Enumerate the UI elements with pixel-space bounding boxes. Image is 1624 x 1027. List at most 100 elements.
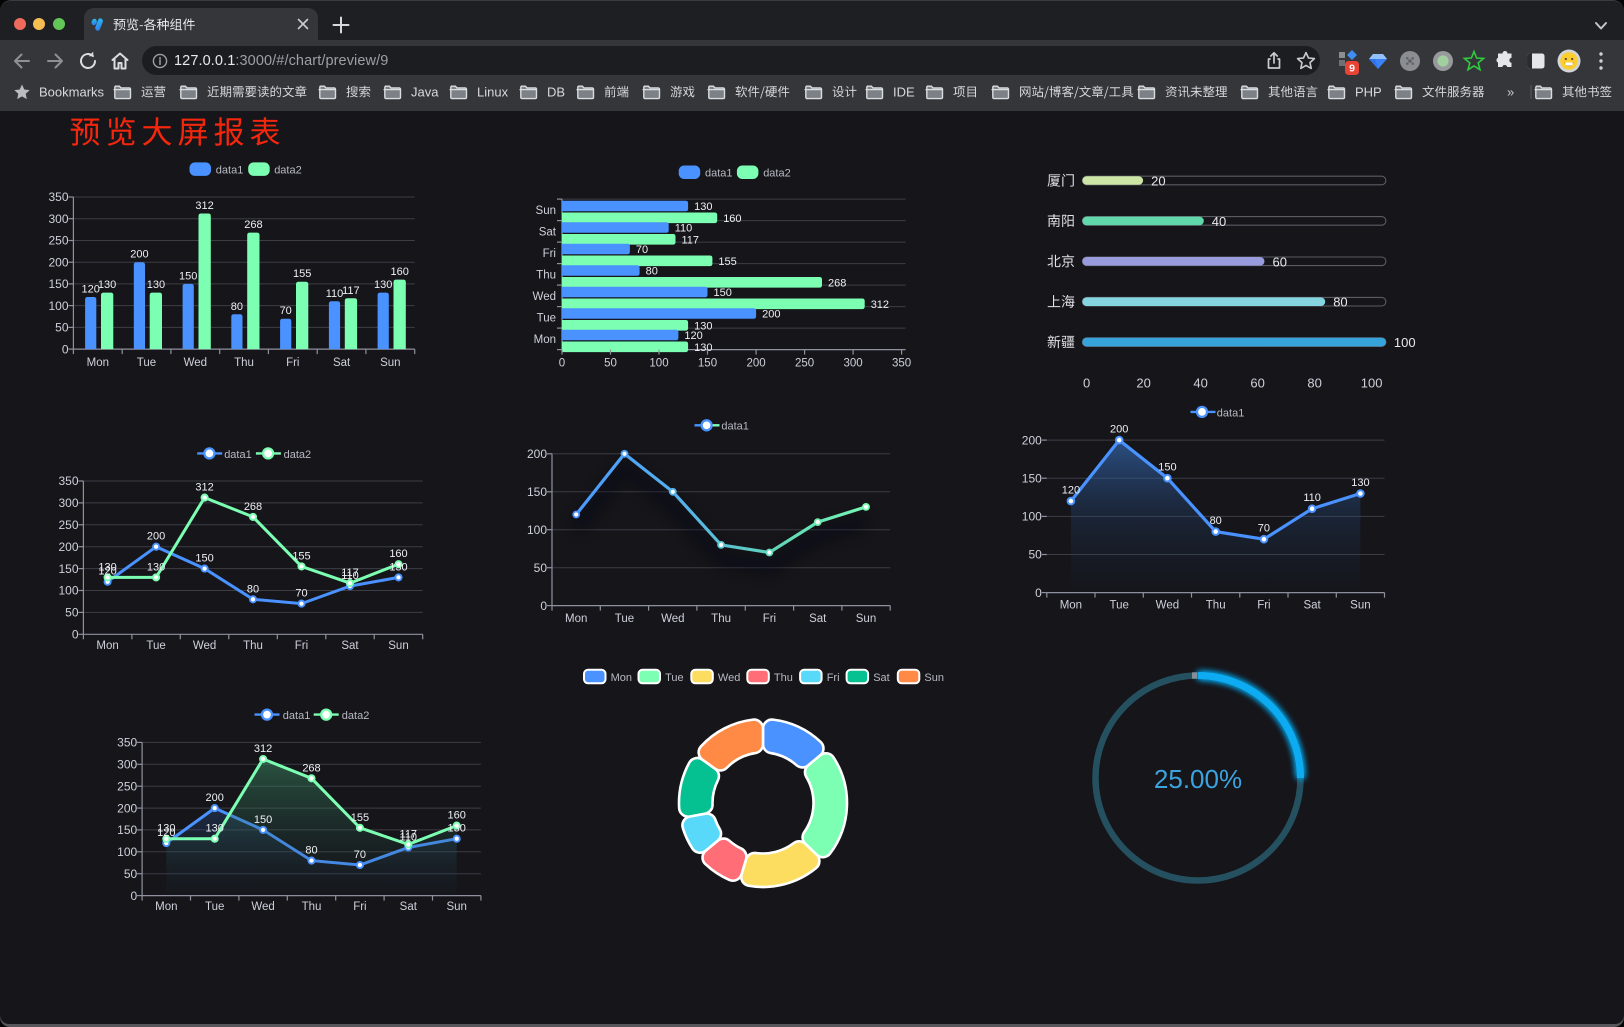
svg-text:data1: data1	[721, 421, 749, 433]
svg-text:Wed: Wed	[1156, 599, 1179, 611]
svg-text:Fri: Fri	[295, 640, 308, 652]
svg-text:150: 150	[1022, 471, 1042, 485]
svg-text:Mon: Mon	[534, 334, 556, 346]
svg-text:Wed: Wed	[661, 613, 684, 625]
svg-text:70: 70	[280, 305, 292, 317]
svg-text:IDE: IDE	[893, 84, 915, 99]
svg-text:100: 100	[117, 845, 137, 859]
svg-text:130: 130	[147, 561, 165, 573]
svg-text:110: 110	[400, 832, 418, 844]
svg-text:Mon: Mon	[1060, 599, 1082, 611]
svg-text:150: 150	[48, 277, 68, 291]
svg-text:data2: data2	[284, 449, 312, 461]
svg-text:312: 312	[871, 299, 889, 311]
svg-text:100: 100	[1361, 376, 1383, 391]
svg-text:80: 80	[247, 583, 259, 595]
svg-text:Wed: Wed	[533, 291, 556, 303]
svg-text:200: 200	[527, 447, 547, 461]
svg-text:Sun: Sun	[856, 613, 876, 625]
svg-text:300: 300	[117, 758, 137, 772]
svg-text:150: 150	[179, 270, 197, 282]
svg-text:100: 100	[527, 523, 547, 537]
svg-text:150: 150	[1158, 462, 1176, 474]
svg-text:Wed: Wed	[718, 672, 740, 684]
svg-text:110: 110	[326, 288, 344, 300]
svg-text:268: 268	[828, 277, 846, 289]
svg-text:300: 300	[58, 496, 78, 510]
svg-text:150: 150	[714, 287, 732, 299]
svg-text:0: 0	[1035, 586, 1042, 600]
svg-text:0: 0	[559, 358, 565, 370]
svg-text:130: 130	[206, 823, 224, 835]
svg-text:0: 0	[62, 342, 69, 356]
svg-text:data1: data1	[216, 165, 244, 177]
svg-text:Thu: Thu	[536, 270, 556, 282]
svg-text:data2: data2	[763, 168, 791, 180]
svg-text:9: 9	[1349, 63, 1355, 75]
svg-text:Thu: Thu	[774, 672, 793, 684]
svg-text:350: 350	[58, 474, 78, 488]
svg-text:150: 150	[254, 814, 272, 826]
svg-text:Tue: Tue	[615, 613, 634, 625]
svg-text:Thu: Thu	[1206, 599, 1226, 611]
svg-text:data1: data1	[1217, 407, 1245, 419]
svg-text:80: 80	[1333, 295, 1347, 310]
svg-text:130: 130	[694, 201, 712, 213]
svg-text:Tue: Tue	[205, 901, 224, 913]
svg-text:250: 250	[795, 358, 814, 370]
svg-text:268: 268	[244, 219, 262, 231]
svg-text:Fri: Fri	[763, 613, 776, 625]
svg-text:200: 200	[1022, 433, 1042, 447]
svg-text:200: 200	[48, 255, 68, 269]
svg-text:60: 60	[1273, 254, 1287, 269]
svg-text:117: 117	[682, 234, 700, 246]
svg-text:Fri: Fri	[353, 901, 366, 913]
svg-text:Sat: Sat	[809, 613, 827, 625]
svg-text:200: 200	[147, 531, 165, 543]
svg-text:20: 20	[1151, 174, 1165, 189]
svg-text:50: 50	[1028, 548, 1042, 562]
svg-text:Fri: Fri	[286, 357, 299, 369]
svg-text:120: 120	[82, 284, 100, 296]
svg-text:25.00%: 25.00%	[1154, 764, 1242, 794]
svg-text:350: 350	[892, 358, 911, 370]
svg-text:250: 250	[117, 779, 137, 793]
svg-text:Mon: Mon	[155, 901, 177, 913]
svg-text:110: 110	[1303, 492, 1321, 504]
svg-text:120: 120	[1062, 485, 1080, 497]
svg-text:130: 130	[448, 823, 466, 835]
svg-text:Sun: Sun	[388, 640, 408, 652]
svg-text:50: 50	[65, 606, 79, 620]
svg-text:Sat: Sat	[341, 640, 359, 652]
svg-text:350: 350	[117, 736, 137, 750]
svg-text:Wed: Wed	[184, 357, 207, 369]
svg-text:80: 80	[1210, 515, 1222, 527]
svg-text:DB: DB	[547, 84, 565, 99]
svg-text:120: 120	[684, 330, 702, 342]
svg-text:100: 100	[649, 358, 668, 370]
svg-text:160: 160	[389, 548, 407, 560]
svg-text:0: 0	[1083, 376, 1090, 391]
svg-text:130: 130	[374, 279, 392, 291]
svg-text:Thu: Thu	[711, 613, 731, 625]
svg-text:150: 150	[117, 823, 137, 837]
svg-text:data1: data1	[224, 449, 252, 461]
svg-text:Tue: Tue	[537, 313, 556, 325]
svg-text:Sun: Sun	[380, 357, 400, 369]
svg-text:Mon: Mon	[565, 613, 587, 625]
svg-text:PHP: PHP	[1355, 84, 1382, 99]
svg-text:155: 155	[351, 812, 369, 824]
svg-text:Sun: Sun	[1350, 599, 1370, 611]
svg-text:160: 160	[391, 266, 409, 278]
svg-text:250: 250	[58, 518, 78, 532]
svg-text:Sun: Sun	[446, 901, 466, 913]
svg-text:20: 20	[1136, 376, 1150, 391]
svg-text:155: 155	[718, 256, 736, 268]
svg-text:Thu: Thu	[234, 357, 254, 369]
svg-text:data2: data2	[342, 710, 370, 722]
svg-text:Sun: Sun	[924, 672, 944, 684]
svg-text:100: 100	[58, 584, 78, 598]
svg-text:150: 150	[195, 553, 213, 565]
svg-text:Sat: Sat	[1303, 599, 1321, 611]
svg-text:350: 350	[48, 190, 68, 204]
